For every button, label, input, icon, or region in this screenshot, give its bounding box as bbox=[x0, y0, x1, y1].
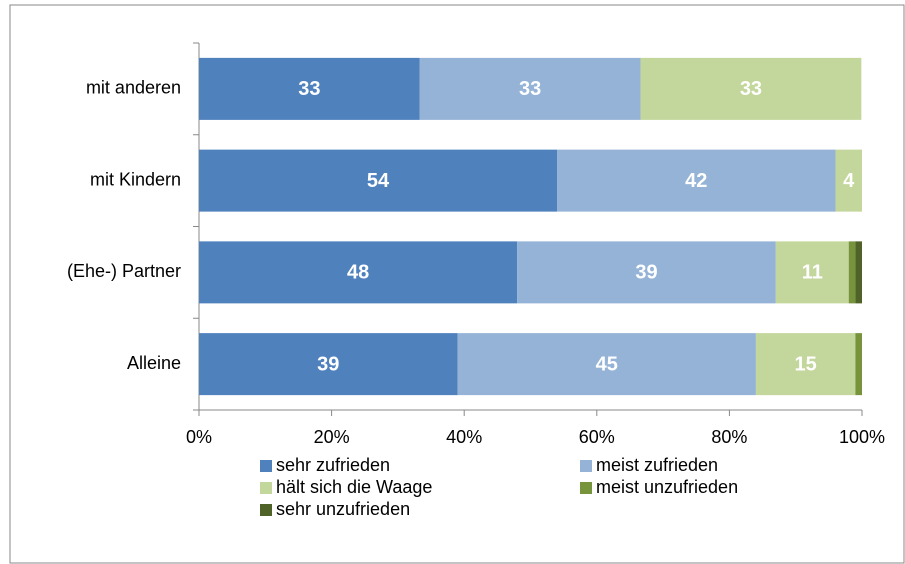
bar-segment bbox=[199, 149, 558, 212]
data-label: 39 bbox=[635, 262, 657, 284]
data-label: 33 bbox=[298, 78, 320, 100]
legend-label: meist zufrieden bbox=[596, 455, 718, 475]
bar-segment bbox=[855, 333, 862, 396]
bar-segment bbox=[835, 149, 862, 212]
data-label: 33 bbox=[740, 78, 762, 100]
legend-label: hält sich die Waage bbox=[276, 477, 432, 497]
y-tick-label: Alleine bbox=[127, 353, 181, 373]
bar-segment bbox=[848, 241, 856, 304]
x-tick-label: 0% bbox=[186, 427, 212, 447]
data-label: 48 bbox=[347, 262, 369, 284]
data-label: 45 bbox=[596, 353, 618, 375]
bar-segment bbox=[199, 57, 420, 120]
bar-segment bbox=[557, 149, 836, 212]
data-label: 54 bbox=[367, 170, 390, 192]
legend-swatch bbox=[260, 504, 272, 516]
legend-label: sehr zufrieden bbox=[276, 455, 390, 475]
bar-segment bbox=[755, 333, 856, 396]
bar-segment bbox=[855, 241, 862, 304]
data-label: 15 bbox=[795, 353, 817, 375]
x-tick-label: 40% bbox=[446, 427, 482, 447]
data-label: 42 bbox=[685, 170, 707, 192]
bar-segment bbox=[640, 57, 862, 120]
bar-segment bbox=[517, 241, 776, 304]
legend-swatch bbox=[580, 460, 592, 472]
bar-segment bbox=[775, 241, 849, 304]
legend-label: sehr unzufrieden bbox=[276, 499, 410, 519]
x-tick-label: 100% bbox=[839, 427, 885, 447]
bar-segment bbox=[457, 333, 756, 396]
data-label: 39 bbox=[317, 353, 339, 375]
x-tick-label: 80% bbox=[711, 427, 747, 447]
legend-swatch bbox=[260, 460, 272, 472]
x-tick-label: 20% bbox=[314, 427, 350, 447]
y-tick-label: (Ehe-) Partner bbox=[67, 261, 181, 281]
y-tick-label: mit anderen bbox=[86, 78, 181, 98]
bar-segment bbox=[199, 333, 458, 396]
bar-segment bbox=[199, 241, 518, 304]
legend-label: meist unzufrieden bbox=[596, 477, 738, 497]
y-tick-label: mit Kindern bbox=[90, 169, 181, 189]
x-tick-label: 60% bbox=[579, 427, 615, 447]
legend-swatch bbox=[580, 482, 592, 494]
legend-swatch bbox=[260, 482, 272, 494]
data-label: 33 bbox=[519, 78, 541, 100]
data-label: 4 bbox=[843, 170, 855, 192]
chart-frame bbox=[9, 4, 905, 564]
bar-segment bbox=[419, 57, 641, 120]
data-label: 11 bbox=[802, 262, 823, 284]
